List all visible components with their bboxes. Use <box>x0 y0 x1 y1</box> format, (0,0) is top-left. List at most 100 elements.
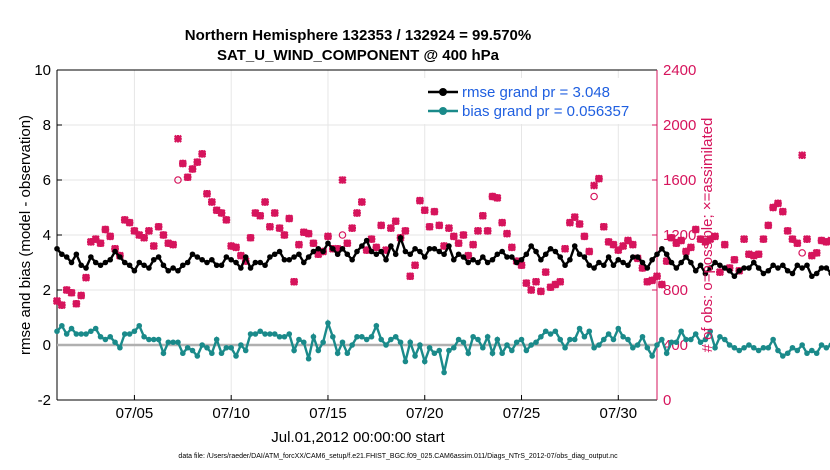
bias-point <box>542 328 549 335</box>
bias-point <box>538 333 544 340</box>
bias-point <box>639 333 646 340</box>
rmse-point <box>605 254 612 260</box>
rmse-point <box>426 245 433 252</box>
obs-assimilated-point <box>135 231 144 239</box>
y-tick-label-left: 2 <box>43 282 51 299</box>
rmse-point <box>818 265 825 271</box>
obs-assimilated-point <box>435 221 444 230</box>
rmse-point <box>392 251 399 258</box>
bias-point <box>397 339 404 346</box>
obs-assimilated-point <box>164 239 173 248</box>
bias-point <box>692 331 699 337</box>
bias-point <box>794 347 801 354</box>
obs-assimilated-point <box>619 242 628 250</box>
bias-point <box>121 331 128 337</box>
rmse-point <box>412 245 418 252</box>
obs-assimilated-point <box>101 225 110 234</box>
bias-point <box>170 339 176 346</box>
bias-point <box>402 358 409 365</box>
obs-assimilated-point <box>459 231 468 239</box>
bias-point <box>552 328 559 335</box>
bias-point <box>809 347 815 354</box>
rmse-point <box>581 254 588 260</box>
bias-point <box>760 344 767 351</box>
obs-assimilated-point <box>623 236 632 245</box>
rmse-point <box>533 248 539 255</box>
bias-point <box>291 347 297 354</box>
rmse-point <box>460 254 467 260</box>
obs-assimilated-point <box>701 237 710 246</box>
rmse-point <box>765 267 772 274</box>
bias-point <box>189 347 196 354</box>
x-tick-label: 07/15 <box>309 405 347 422</box>
bias-point <box>165 339 172 346</box>
y-tick-label-right: 1600 <box>663 172 696 189</box>
bias-point <box>688 336 694 343</box>
rmse-point <box>470 256 476 263</box>
bias-point <box>741 344 747 351</box>
obs-assimilated-point <box>53 297 61 305</box>
rmse-point <box>165 267 172 274</box>
bias-point <box>194 353 201 359</box>
obs-assimilated-point <box>498 218 507 227</box>
obs-assimilated-point <box>677 236 686 245</box>
obs-assimilated-point <box>348 224 357 233</box>
bias-point <box>712 344 718 351</box>
obs-assimilated-point <box>275 224 284 233</box>
rmse-point <box>509 254 515 260</box>
bias-point <box>88 328 94 335</box>
rmse-point <box>499 248 505 255</box>
rmse-point <box>407 251 414 258</box>
rmse-point <box>315 245 322 252</box>
bias-point <box>591 344 597 351</box>
legend-bias-label: bias grand pr = 0.056357 <box>462 103 629 120</box>
rmse-point <box>59 251 65 258</box>
bias-point <box>780 353 786 359</box>
rmse-point <box>721 265 728 271</box>
bias-point <box>659 336 665 343</box>
obs-assimilated-point <box>140 233 149 242</box>
rmse-point <box>475 259 481 266</box>
obs-assimilated-point <box>556 277 565 286</box>
rmse-point <box>523 251 530 258</box>
bias-point <box>325 320 331 326</box>
obs-assimilated-point <box>662 257 671 266</box>
obs-assimilated-point <box>812 248 821 257</box>
obs-assimilated-point <box>425 222 434 231</box>
bias-point <box>625 336 631 343</box>
rmse-point <box>567 256 573 263</box>
bias-point <box>180 350 186 357</box>
rmse-point <box>659 245 665 252</box>
bias-point <box>160 350 167 357</box>
rmse-point <box>88 254 94 260</box>
rmse-point <box>610 262 617 269</box>
bias-point <box>513 339 520 346</box>
obs-assimilated-point <box>711 232 720 241</box>
bias-point <box>257 328 264 335</box>
rmse-point <box>421 254 428 260</box>
bias-point <box>359 333 365 340</box>
obs-assimilated-point <box>183 173 192 182</box>
obs-assimilated-point <box>120 215 129 224</box>
rmse-point <box>349 256 355 263</box>
bias-point <box>112 339 118 346</box>
rmse-point <box>644 265 651 271</box>
obs-assimilated-point <box>483 226 492 235</box>
bias-point <box>218 350 225 357</box>
bias-point <box>407 339 414 346</box>
rmse-point <box>242 254 249 260</box>
rmse-point <box>136 259 143 266</box>
rmse-point <box>271 251 278 258</box>
legend-box <box>424 78 654 124</box>
bias-point <box>562 344 568 351</box>
rmse-point <box>557 254 564 260</box>
obs-assimilated-point <box>532 277 541 286</box>
rmse-point <box>630 254 636 260</box>
bias-point <box>634 342 641 348</box>
obs-assimilated-point <box>696 235 705 244</box>
obs-assimilated-point <box>536 287 545 296</box>
bias-point <box>644 344 651 351</box>
legend-rmse-label: rmse grand pr = 3.048 <box>462 84 610 101</box>
obs-assimilated-point <box>817 236 826 245</box>
bias-point <box>330 333 336 340</box>
